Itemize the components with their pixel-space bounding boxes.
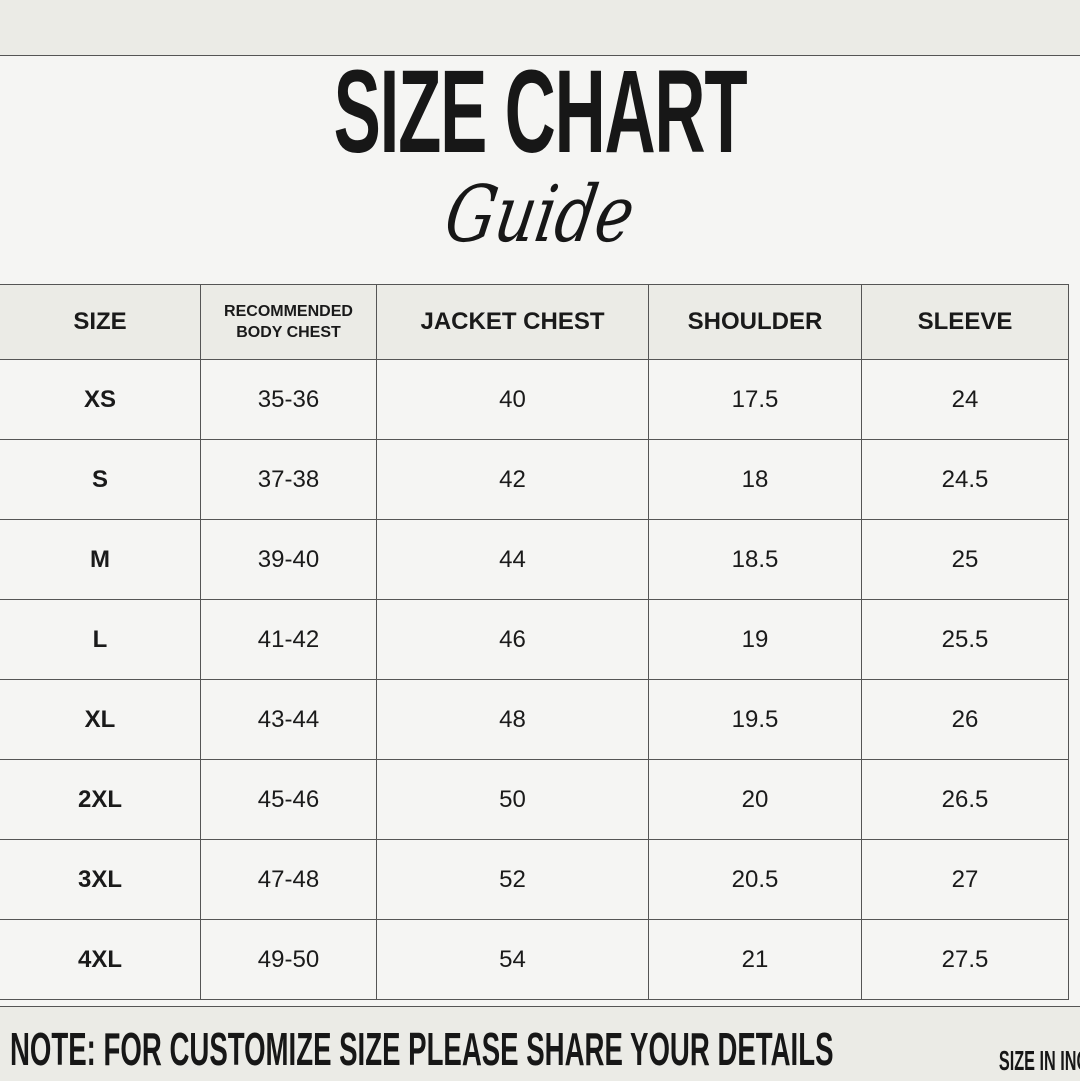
- table-row: M 39-40 44 18.5 25: [0, 519, 1069, 600]
- cell-body-chest: 39-40: [200, 519, 377, 600]
- cell-size: L: [0, 599, 201, 680]
- cell-sleeve: 24: [861, 359, 1069, 440]
- cell-size: XS: [0, 359, 201, 440]
- title-text: SIZE CHART: [333, 46, 748, 178]
- cell-body-chest: 43-44: [200, 679, 377, 760]
- table-row: XL 43-44 48 19.5 26: [0, 679, 1069, 760]
- cell-body-chest: 37-38: [200, 439, 377, 520]
- cell-jacket-chest: 40: [376, 359, 649, 440]
- cell-body-chest: 45-46: [200, 759, 377, 840]
- table-row: 4XL 49-50 54 21 27.5: [0, 919, 1069, 1000]
- cell-sleeve: 25: [861, 519, 1069, 600]
- cell-size: XL: [0, 679, 201, 760]
- cell-sleeve: 25.5: [861, 599, 1069, 680]
- top-band: [0, 0, 1080, 56]
- custom-size-note: NOTE: FOR CUSTOMIZE SIZE PLEASE SHARE YO…: [10, 1023, 834, 1075]
- header-body-chest: RECOMMENDED BODY CHEST: [200, 284, 377, 360]
- cell-sleeve: 26: [861, 679, 1069, 760]
- cell-sleeve: 24.5: [861, 439, 1069, 520]
- cell-jacket-chest: 50: [376, 759, 649, 840]
- cell-shoulder: 21: [648, 919, 862, 1000]
- cell-shoulder: 20.5: [648, 839, 862, 920]
- cell-size: 4XL: [0, 919, 201, 1000]
- custom-size-note-container: NOTE: FOR CUSTOMIZE SIZE PLEASE SHARE YO…: [10, 1022, 890, 1076]
- cell-body-chest: 41-42: [200, 599, 377, 680]
- cell-size: 3XL: [0, 839, 201, 920]
- cell-sleeve: 27: [861, 839, 1069, 920]
- header-jacket-chest: JACKET CHEST: [376, 284, 649, 360]
- cell-size: M: [0, 519, 201, 600]
- cell-jacket-chest: 46: [376, 599, 649, 680]
- table-row: S 37-38 42 18 24.5: [0, 439, 1069, 520]
- table-row: XS 35-36 40 17.5 24: [0, 359, 1069, 440]
- units-label: SIZE IN INCHES: [998, 1045, 1080, 1076]
- cell-sleeve: 27.5: [861, 919, 1069, 1000]
- header-sleeve: SLEEVE: [861, 284, 1069, 360]
- page-subtitle: Guide: [0, 170, 1080, 260]
- cell-body-chest: 35-36: [200, 359, 377, 440]
- cell-sleeve: 26.5: [861, 759, 1069, 840]
- table-row: L 41-42 46 19 25.5: [0, 599, 1069, 680]
- units-label-container: SIZE IN INCHES: [910, 1044, 1080, 1078]
- subtitle-text: Guide: [438, 170, 642, 260]
- cell-body-chest: 47-48: [200, 839, 377, 920]
- cell-shoulder: 20: [648, 759, 862, 840]
- cell-shoulder: 17.5: [648, 359, 862, 440]
- cell-jacket-chest: 44: [376, 519, 649, 600]
- cell-jacket-chest: 54: [376, 919, 649, 1000]
- page-title: SIZE CHART: [0, 46, 1080, 178]
- header-shoulder: SHOULDER: [648, 284, 862, 360]
- header-size: SIZE: [0, 284, 201, 360]
- cell-size: S: [0, 439, 201, 520]
- size-table: SIZE RECOMMENDED BODY CHEST JACKET CHEST…: [0, 284, 1069, 1000]
- cell-shoulder: 19.5: [648, 679, 862, 760]
- cell-shoulder: 18.5: [648, 519, 862, 600]
- cell-jacket-chest: 48: [376, 679, 649, 760]
- footer-band: [0, 1006, 1080, 1081]
- cell-jacket-chest: 42: [376, 439, 649, 520]
- cell-size: 2XL: [0, 759, 201, 840]
- cell-shoulder: 19: [648, 599, 862, 680]
- cell-body-chest: 49-50: [200, 919, 377, 1000]
- table-header-row: SIZE RECOMMENDED BODY CHEST JACKET CHEST…: [0, 284, 1069, 360]
- cell-shoulder: 18: [648, 439, 862, 520]
- cell-jacket-chest: 52: [376, 839, 649, 920]
- table-row: 2XL 45-46 50 20 26.5: [0, 759, 1069, 840]
- table-row: 3XL 47-48 52 20.5 27: [0, 839, 1069, 920]
